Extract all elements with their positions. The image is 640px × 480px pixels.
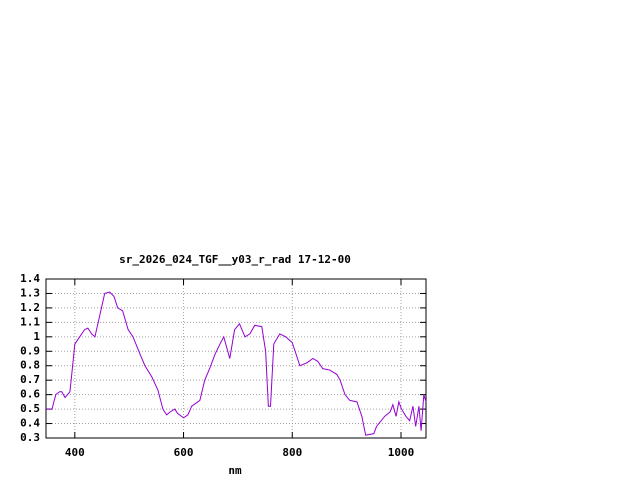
y-tick-label: 0.9 [20,344,40,357]
chart-title: sr_2026_024_TGF__y03_r_rad 17-12-00 [119,253,351,266]
y-tick-label: 1.1 [20,315,40,328]
x-tick-label: 400 [65,446,85,459]
x-axis-label: nm [228,464,242,477]
y-tick-label: 0.7 [20,373,40,386]
y-tick-label: 0.3 [20,431,40,444]
y-tick-label: 0.4 [20,417,40,430]
y-tick-label: 1 [33,330,40,343]
y-tick-label: 0.6 [20,388,40,401]
x-tick-label: 800 [282,446,302,459]
x-tick-label: 1000 [388,446,415,459]
y-tick-label: 1.3 [20,286,40,299]
x-tick-label: 600 [174,446,194,459]
y-tick-label: 0.5 [20,402,40,415]
data-line [46,291,427,436]
plot-frame [45,278,427,439]
y-tick-label: 0.8 [20,359,40,372]
y-tick-label: 1.4 [20,272,40,285]
y-tick-label: 1.2 [20,301,40,314]
